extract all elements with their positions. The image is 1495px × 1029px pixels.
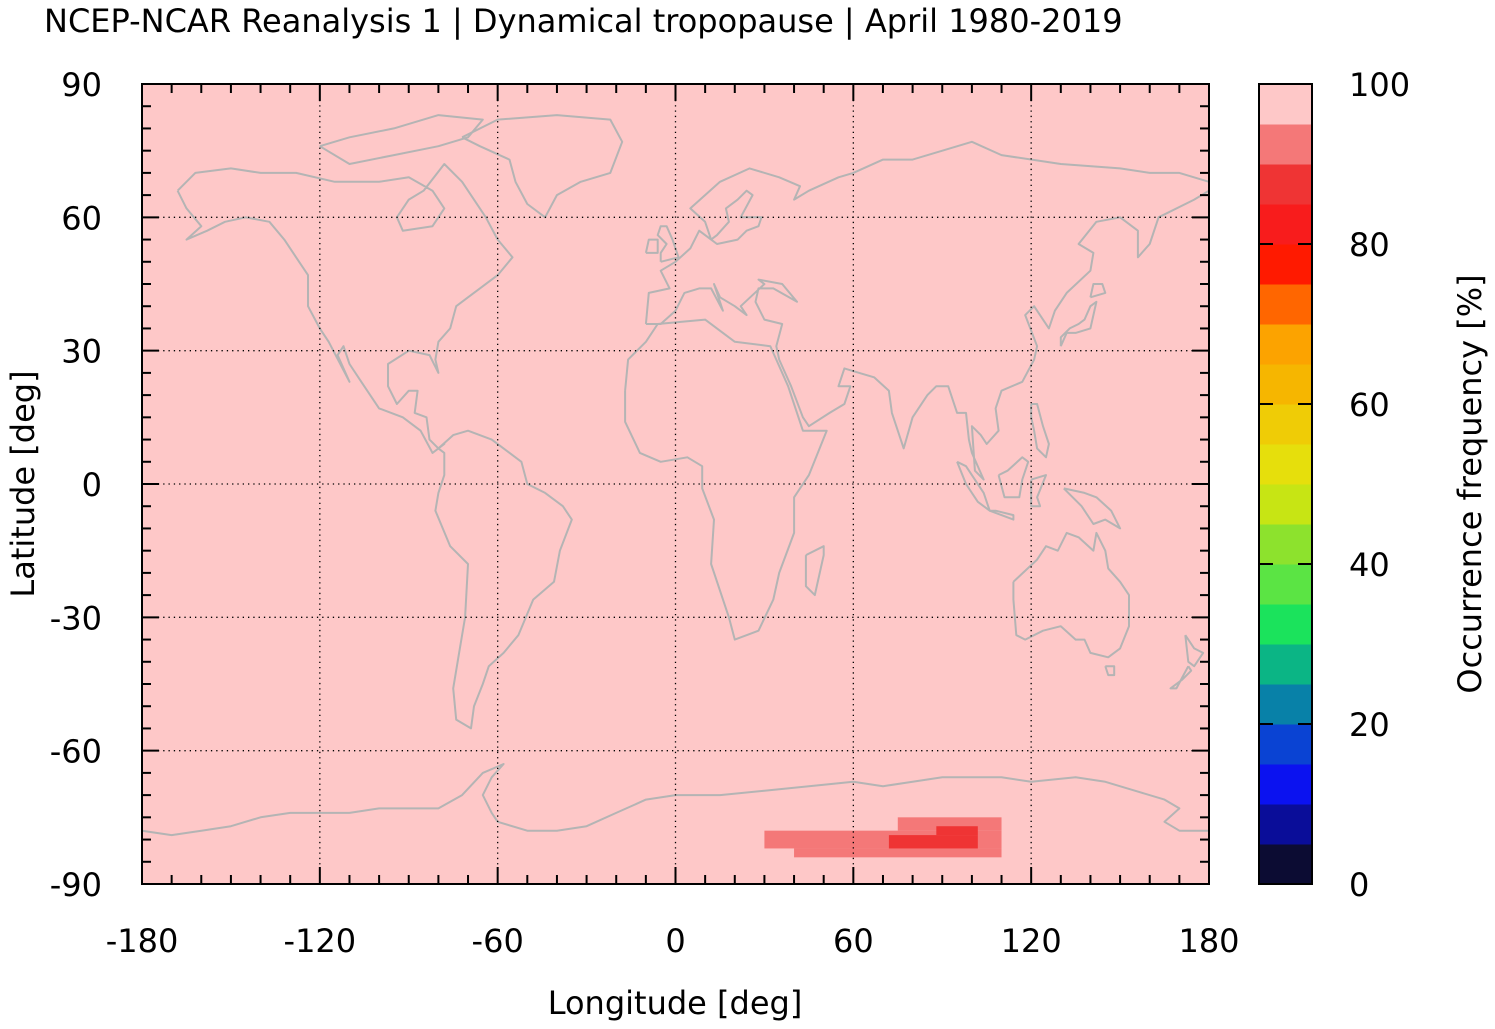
y-tick-label: 90 [61,66,102,104]
heatmap-cell-4 [936,826,978,836]
coastline-23 [141,763,1209,837]
colorbar-bin-15 [1259,244,1312,285]
colorbar-frame [1258,83,1313,885]
colorbar-bin-10 [1259,444,1312,485]
x-tick-label: 0 [665,922,685,960]
colorbar-bin-19 [1259,84,1312,125]
colorbar-tick-label: 100 [1349,66,1410,104]
y-tick-labels: 90 60 30 0 -30 -60 -90 [50,66,102,904]
colorbar-bin-18 [1259,124,1312,165]
coastline-8 [656,225,680,263]
y-tick-label: -60 [50,733,102,771]
heatmap-cell-3 [888,835,978,849]
y-tick-label: -30 [50,599,102,637]
coastline-5 [804,545,825,597]
colorbar-bin-6 [1259,604,1312,645]
y-tick-label: -90 [50,866,102,904]
coastline-7 [645,189,1210,481]
coastline-11 [1059,300,1098,347]
coastlines [141,114,1210,837]
coastline-1 [461,114,624,219]
colorbar-bin-1 [1259,804,1312,845]
colorbar-tick-label: 80 [1349,226,1390,264]
chart-title: NCEP-NCAR Reanalysis 1 | Dynamical tropo… [44,2,1123,40]
x-axis-label: Longitude [deg] [548,984,803,1022]
colorbar-bin-7 [1259,564,1312,605]
coastline-19 [1012,531,1130,659]
colorbar-label: Occurrence frequency [%] [1451,274,1489,693]
colorbar-bin-9 [1259,484,1312,525]
colorbar-bin-3 [1259,724,1312,765]
coastline-17 [1063,487,1122,530]
coastline-18 [1030,403,1050,459]
colorbar-tick-label: 40 [1349,546,1390,584]
colorbar-bin-13 [1259,324,1312,365]
coastline-12 [1089,283,1107,299]
colorbar [1259,83,1312,885]
gridlines [142,84,1209,884]
coastline-6 [644,140,1210,325]
map-area [141,84,1210,884]
colorbar-bin-8 [1259,524,1312,565]
coastline-4 [624,318,828,641]
colorbar-bin-4 [1259,684,1312,725]
colorbar-bin-5 [1259,644,1312,685]
y-tick-label: 60 [61,199,102,237]
colorbar-bin-2 [1259,764,1312,805]
colorbar-bin-11 [1259,404,1312,445]
coastline-16 [1030,474,1047,508]
x-tick-label: 60 [833,922,874,960]
x-tick-label: -180 [106,922,179,960]
coastline-20 [1104,665,1116,677]
coastline-10 [710,189,763,245]
coastline-9 [644,238,659,254]
colorbar-tick-label: 60 [1349,386,1390,424]
coastline-21 [1184,634,1205,668]
colorbar-bin-16 [1259,204,1312,245]
coastline-14 [989,509,1015,521]
y-axis-label: Latitude [deg] [4,370,42,597]
coastline-2 [319,114,484,165]
coastline-22 [1169,665,1193,690]
coastline-15 [997,456,1030,499]
colorbar-bin-12 [1259,364,1312,405]
colorbar-tick-label: 20 [1349,706,1390,744]
coastline-0 [176,163,514,454]
x-tick-label: 120 [1001,922,1062,960]
colorbar-tick-labels: 0 20 40 60 80 100 [1349,66,1410,904]
colorbar-bin-0 [1259,844,1312,885]
y-tick-label: 30 [61,333,102,371]
heatmap-cell-1 [794,848,1002,858]
y-tick-label: 0 [82,466,102,504]
x-tick-label: 180 [1178,922,1239,960]
colorbar-bin-17 [1259,164,1312,205]
colorbar-tick-label: 0 [1349,866,1369,904]
axis-ticks [141,83,1210,885]
x-tick-label: -60 [472,922,524,960]
x-tick-label: -120 [284,922,357,960]
colorbar-bin-14 [1259,284,1312,325]
x-tick-labels: -180 -120 -60 0 60 120 180 [106,922,1240,960]
coastline-3 [434,429,573,730]
heatmap-cells [764,817,1002,858]
